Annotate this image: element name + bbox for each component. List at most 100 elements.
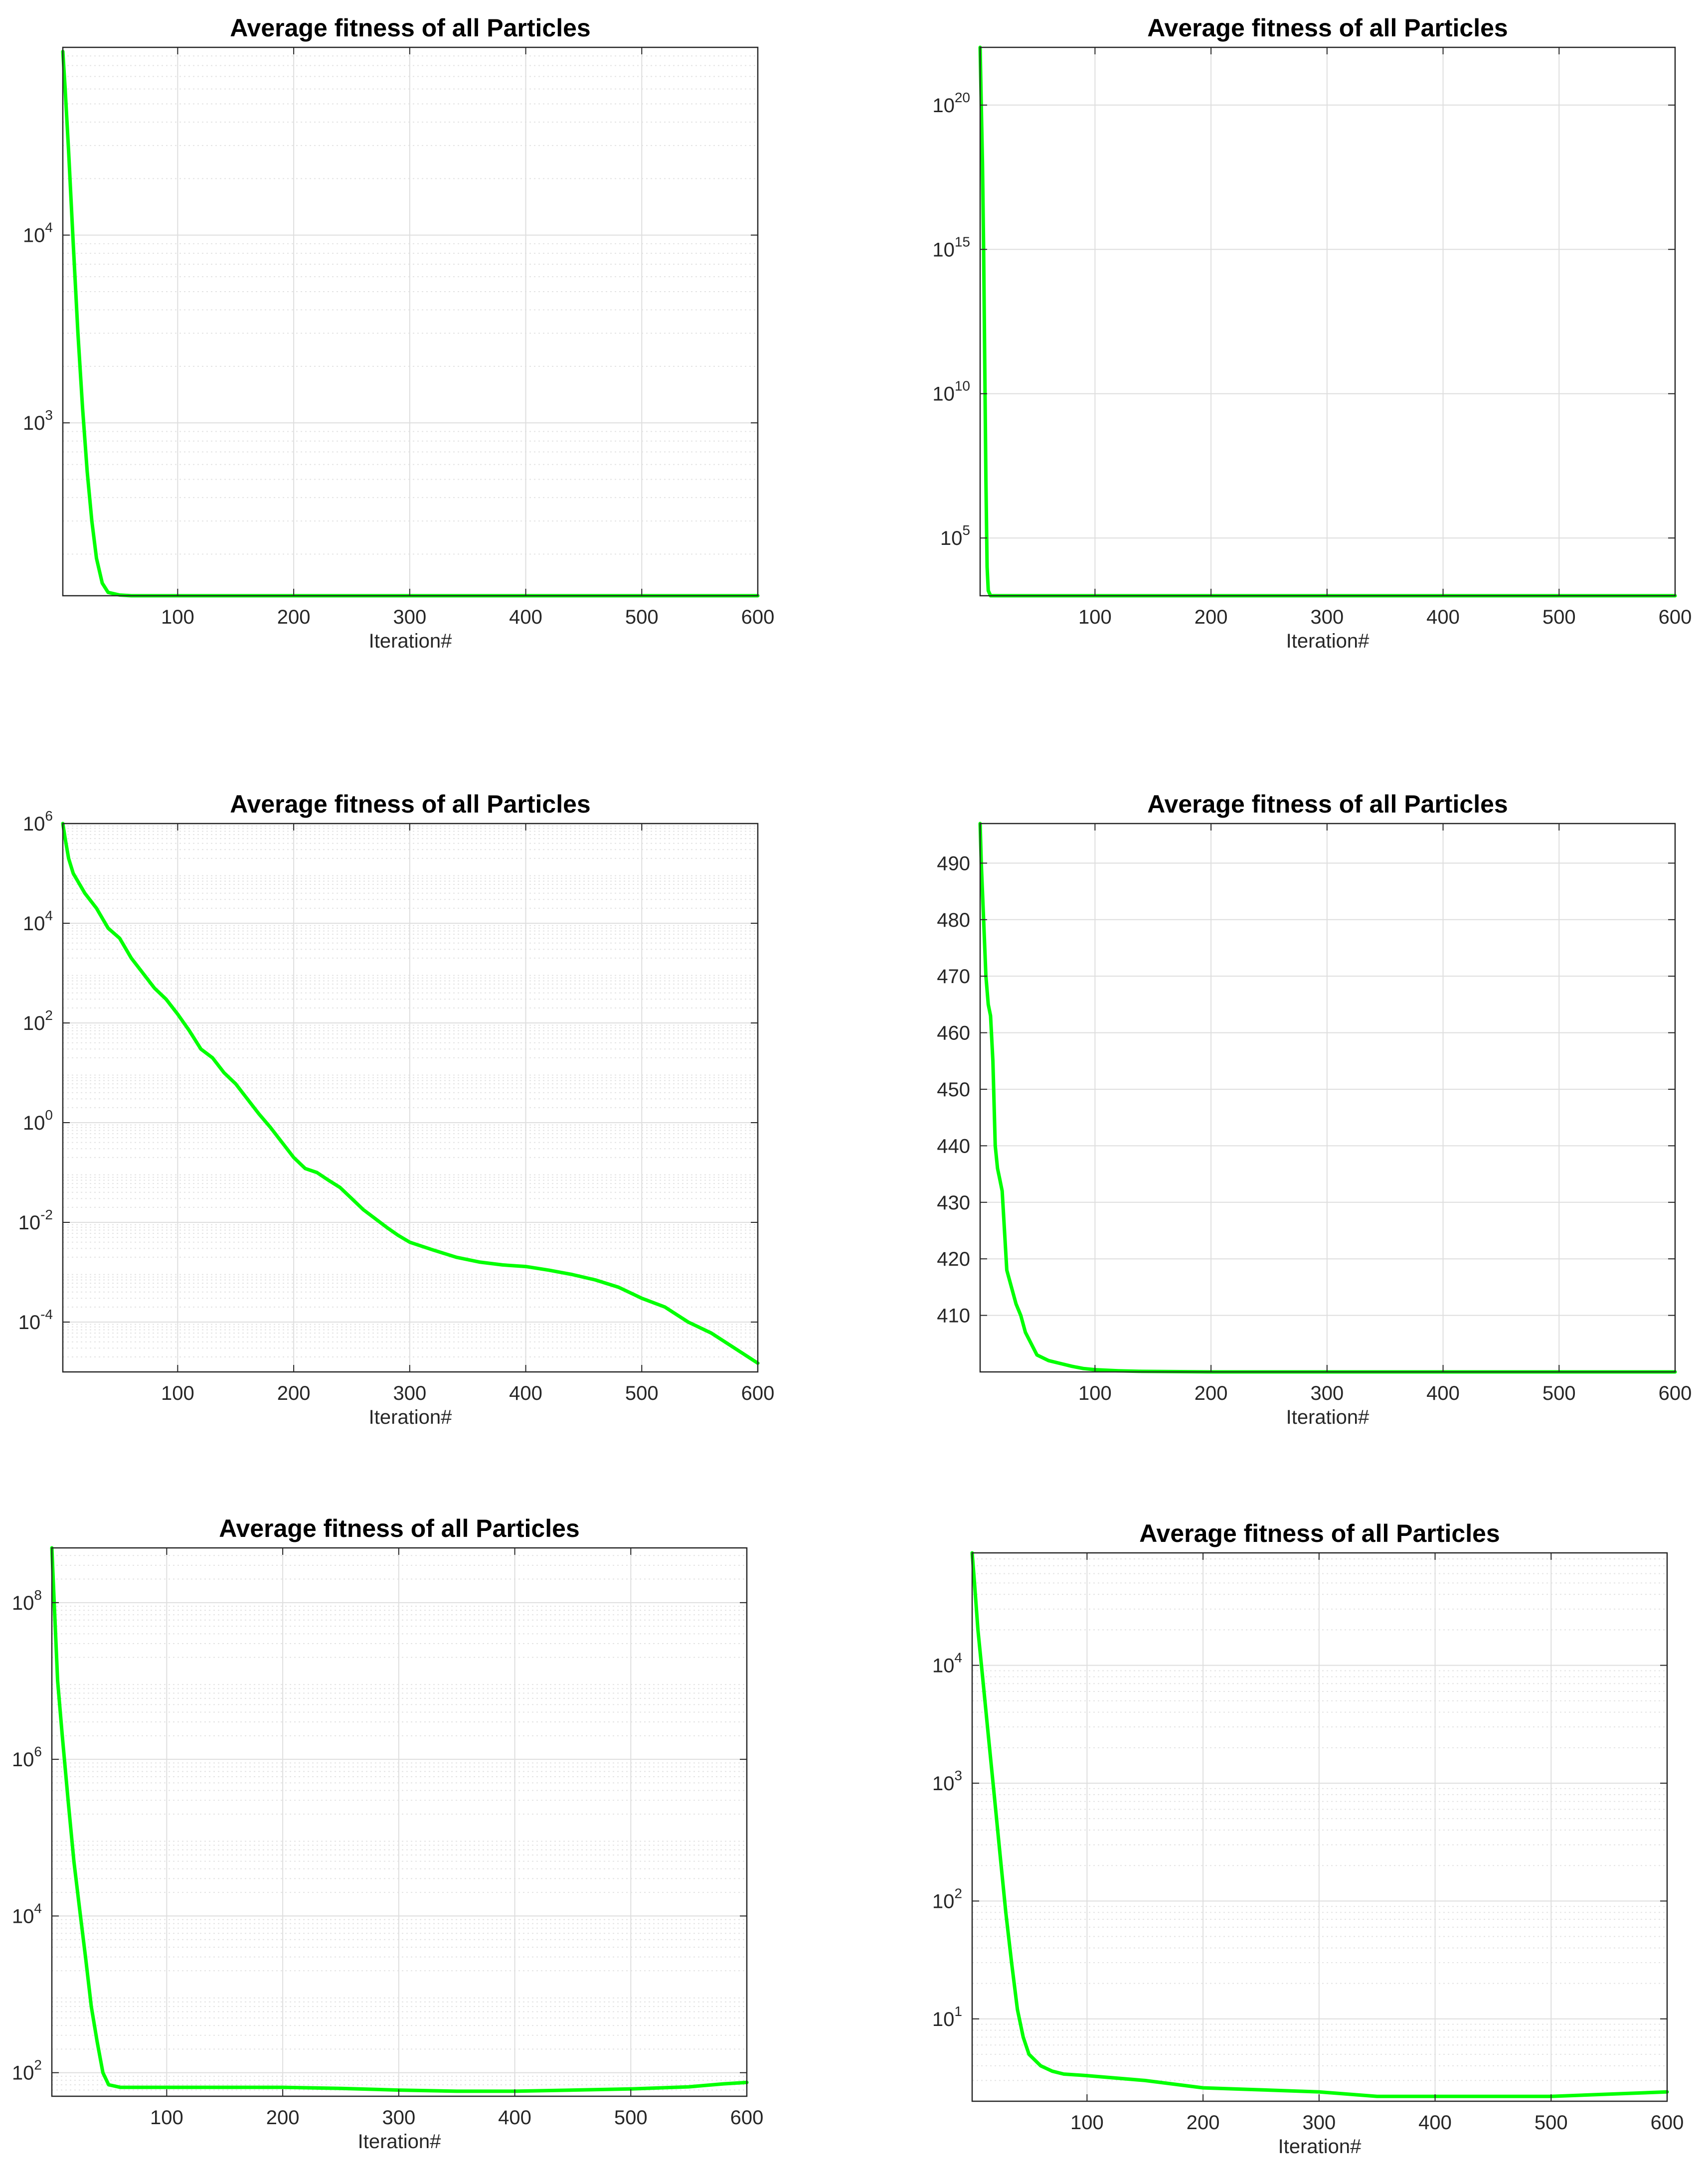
x-tick-label: 200 bbox=[266, 2107, 300, 2129]
axes-frame bbox=[979, 823, 1676, 1373]
y-tick-label: 470 bbox=[937, 966, 970, 988]
y-tick-label: 102 bbox=[23, 1007, 53, 1034]
y-tick-label: 10-2 bbox=[18, 1207, 53, 1234]
grid bbox=[63, 47, 758, 596]
x-tick-label: 600 bbox=[1651, 2112, 1684, 2134]
y-tick-label: 103 bbox=[932, 1768, 962, 1795]
axes-frame bbox=[979, 46, 1676, 597]
chart-panel-5: 100 200 300 400 500 600 102 104 106 108 Average fi… bbox=[12, 1514, 763, 2153]
grid bbox=[63, 823, 758, 1372]
plot-area bbox=[980, 824, 1675, 1372]
y-tick-label: 108 bbox=[12, 1587, 42, 1614]
chart-title: Average fitness of all Particles bbox=[230, 14, 590, 42]
x-tick-label: 100 bbox=[1070, 2112, 1104, 2134]
y-tick-label: 102 bbox=[932, 1885, 962, 1912]
x-tick-label: 400 bbox=[1426, 1382, 1460, 1404]
x-tick-label: 100 bbox=[1078, 606, 1112, 628]
x-tick-label: 300 bbox=[1310, 606, 1344, 628]
series-line-1 bbox=[50, 1546, 749, 2093]
chart-panel-6: 100 200 300 400 500 600 101 102 103 104 Average fi… bbox=[932, 1519, 1684, 2158]
plot-area bbox=[63, 824, 758, 1372]
grid bbox=[52, 1548, 747, 2096]
axes-frame bbox=[51, 1547, 748, 2097]
y-tick-label: 105 bbox=[940, 522, 970, 549]
x-tick-label: 400 bbox=[1426, 606, 1460, 628]
x-tick-label: 200 bbox=[1195, 1382, 1228, 1404]
chart-title: Average fitness of all Particles bbox=[219, 1514, 579, 1542]
x-tick-label: 300 bbox=[1310, 1382, 1344, 1404]
x-axis-label: Iteration# bbox=[358, 2131, 442, 2153]
x-tick-label: 400 bbox=[509, 1382, 542, 1404]
chart-title: Average fitness of all Particles bbox=[1139, 1519, 1500, 1547]
chart-title: Average fitness of all Particles bbox=[1147, 790, 1508, 818]
x-axis-label: Iteration# bbox=[1278, 2136, 1362, 2158]
y-tick-label: 420 bbox=[937, 1248, 970, 1270]
x-axis-label: Iteration# bbox=[369, 1406, 453, 1428]
y-tick-label: 104 bbox=[932, 1650, 962, 1677]
x-tick-label: 500 bbox=[614, 2107, 648, 2129]
x-tick-label: 500 bbox=[1542, 1382, 1576, 1404]
x-tick-label: 100 bbox=[161, 606, 194, 628]
axes-frame bbox=[62, 46, 759, 597]
x-tick-label: 400 bbox=[498, 2107, 531, 2129]
plot-area bbox=[52, 1548, 747, 2096]
x-tick-label: 600 bbox=[1659, 606, 1692, 628]
x-tick-label: 200 bbox=[277, 1382, 311, 1404]
chart-panel-3: 100 200 300 400 500 600 10-4 10-2 100 102 104 106 Av… bbox=[18, 790, 775, 1428]
x-tick-label: 300 bbox=[393, 1382, 426, 1404]
y-tick-label: 104 bbox=[12, 1900, 42, 1927]
y-tick-label: 106 bbox=[23, 808, 53, 835]
chart-panel-1: 100 200 300 400 500 600 103 104 Average fitness … bbox=[23, 14, 774, 652]
series-line-1 bbox=[970, 1551, 1669, 2098]
y-tick-label: 10-4 bbox=[18, 1307, 53, 1334]
axes-frame bbox=[62, 823, 759, 1373]
x-tick-label: 400 bbox=[509, 606, 542, 628]
x-tick-label: 300 bbox=[1302, 2112, 1336, 2134]
x-axis-label: Iteration# bbox=[1286, 630, 1370, 652]
x-tick-label: 300 bbox=[393, 606, 426, 628]
x-tick-label: 100 bbox=[1078, 1382, 1112, 1404]
grid bbox=[980, 47, 1676, 596]
y-tick-label: 440 bbox=[937, 1135, 970, 1157]
y-tick-label: 103 bbox=[23, 407, 53, 434]
x-tick-label: 600 bbox=[741, 1382, 775, 1404]
x-tick-label: 600 bbox=[741, 606, 775, 628]
x-tick-label: 600 bbox=[730, 2107, 764, 2129]
x-tick-label: 500 bbox=[1542, 606, 1576, 628]
y-tick-label: 104 bbox=[23, 220, 53, 247]
axes-frame bbox=[971, 1552, 1668, 2102]
y-tick-label: 410 bbox=[937, 1305, 970, 1327]
chart-panel-4: 100 200 300 400 500 600 410 420 430 440 450 460 470 4… bbox=[937, 790, 1692, 1428]
x-tick-label: 400 bbox=[1418, 2112, 1452, 2134]
y-tick-label: 1020 bbox=[932, 90, 970, 117]
x-tick-label: 100 bbox=[161, 1382, 194, 1404]
plot-area bbox=[63, 47, 758, 596]
x-axis-label: Iteration# bbox=[369, 630, 453, 652]
series-line-1 bbox=[61, 822, 760, 1365]
chart-panel-2: 100 200 300 400 500 600 105 1010 1015 1020 Average… bbox=[932, 14, 1692, 652]
x-tick-label: 200 bbox=[1195, 606, 1228, 628]
y-tick-label: 102 bbox=[12, 2057, 42, 2084]
y-tick-label: 490 bbox=[937, 852, 970, 874]
x-tick-label: 100 bbox=[150, 2107, 183, 2129]
x-tick-label: 500 bbox=[1535, 2112, 1568, 2134]
y-tick-label: 106 bbox=[12, 1744, 42, 1771]
x-tick-label: 500 bbox=[625, 1382, 659, 1404]
y-tick-label: 460 bbox=[937, 1022, 970, 1044]
x-tick-label: 300 bbox=[382, 2107, 415, 2129]
x-tick-label: 600 bbox=[1659, 1382, 1692, 1404]
x-tick-label: 500 bbox=[625, 606, 659, 628]
y-tick-label: 480 bbox=[937, 909, 970, 931]
y-tick-label: 430 bbox=[937, 1192, 970, 1214]
x-tick-label: 200 bbox=[277, 606, 311, 628]
x-tick-label: 200 bbox=[1187, 2112, 1220, 2134]
y-tick-label: 100 bbox=[23, 1107, 53, 1134]
series-line-1 bbox=[978, 45, 1677, 598]
y-tick-label: 1015 bbox=[932, 234, 970, 261]
y-tick-label: 450 bbox=[937, 1079, 970, 1101]
y-tick-label: 1010 bbox=[932, 378, 970, 405]
y-tick-label: 104 bbox=[23, 908, 53, 935]
x-axis-label: Iteration# bbox=[1286, 1406, 1370, 1428]
